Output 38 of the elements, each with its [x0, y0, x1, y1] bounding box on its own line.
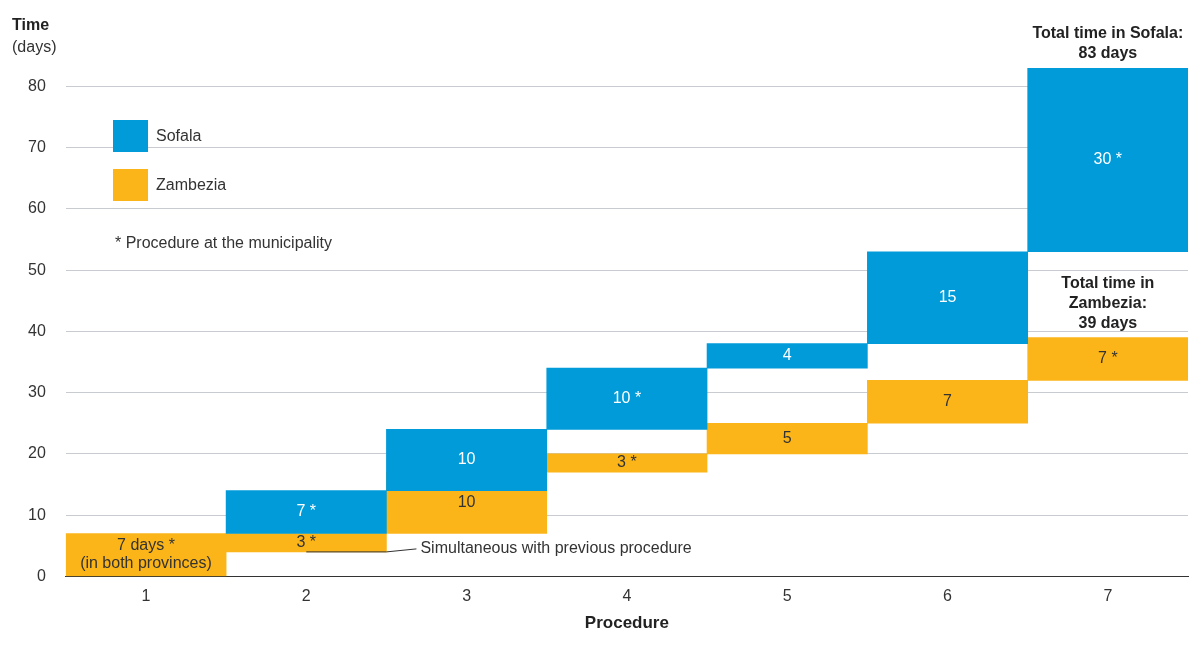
y-axis-title: Time (days) [12, 15, 57, 57]
data-label: 3 * [617, 453, 637, 471]
data-label: 10 [457, 450, 476, 468]
y-tick-label: 60 [28, 199, 46, 217]
y-tick-label: 40 [28, 321, 46, 339]
data-label: 7 [943, 392, 953, 410]
y-tick-label: 10 [28, 505, 46, 523]
data-label: 5 [782, 428, 792, 446]
y-tick-label: 80 [28, 76, 46, 94]
y-tick-label: 70 [28, 138, 46, 156]
annotation: * Procedure at the municipality [115, 234, 332, 252]
y-tick-label: 50 [28, 260, 46, 278]
data-label: 15 [938, 288, 957, 306]
x-tick-label: 6 [943, 587, 953, 605]
data-label: 4 [782, 346, 792, 364]
data-label: 7 * [296, 502, 317, 520]
annotation: Total time in Zambezia: 39 days [1061, 273, 1155, 331]
annotation: Total time in Sofala: 83 days [1032, 24, 1184, 62]
annotation: Simultaneous with previous procedure [420, 539, 692, 557]
bar [546, 453, 708, 473]
x-tick-label: 2 [301, 587, 311, 605]
data-label: 30 * [1093, 150, 1123, 168]
y-tick-label: 30 [28, 383, 46, 401]
y-tick-label: 20 [28, 444, 46, 462]
legend-label: Zambezia [156, 176, 227, 194]
x-tick-label: 1 [141, 587, 151, 605]
x-tick-label: 5 [782, 587, 792, 605]
legend-label: Sofala [156, 127, 202, 145]
data-label: 10 [457, 493, 476, 511]
data-label: 3 * [296, 533, 317, 551]
x-axis-title: Procedure [584, 613, 669, 633]
x-tick-label: 3 [462, 587, 472, 605]
data-label: 7 * [1098, 349, 1118, 367]
y-tick-label: 0 [36, 566, 46, 584]
x-tick-label: 4 [622, 587, 632, 605]
data-label: 10 * [612, 389, 642, 407]
data-label: 7 days * (in both provinces) [80, 536, 212, 572]
x-tick-label: 7 [1103, 587, 1113, 605]
